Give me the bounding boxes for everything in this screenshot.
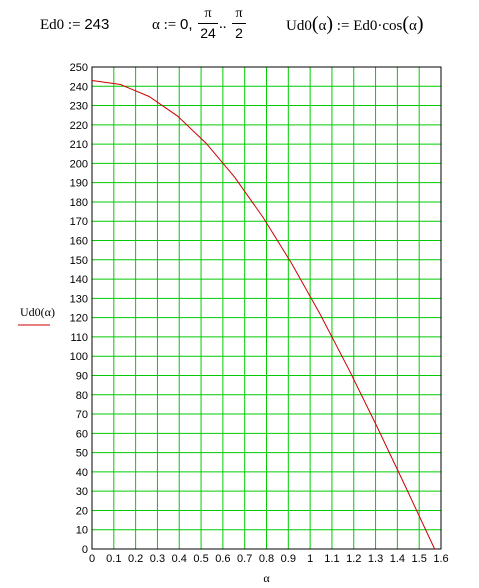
x-tick-label: 0.3: [150, 553, 165, 565]
ud0-name: Ud0: [286, 18, 312, 34]
y-tick-label: 60: [76, 428, 88, 440]
series-line-ud0: [91, 80, 436, 550]
y-tick-label: 160: [70, 236, 88, 248]
y-tick-label: 50: [76, 448, 88, 460]
x-tick-label: 0.7: [237, 553, 252, 565]
y-tick-label: 190: [70, 178, 88, 190]
ud0-definition: Ud0(α) := Ed0·cos(α): [286, 13, 424, 35]
x-tick-label: 1.1: [324, 553, 339, 565]
step-numerator: π: [204, 6, 212, 21]
x-tick-label: 1.3: [368, 553, 383, 565]
y-tick-label: 220: [70, 120, 88, 132]
assign-operator: :=: [163, 17, 177, 33]
alpha-start: 0,: [180, 16, 193, 33]
y-tick-label: 200: [70, 158, 88, 170]
assign-operator: :=: [336, 18, 350, 34]
y-tick-labels: 0 10 20 30 40 50 60 70 80 90 100 110 120 130 140 150 160…: [70, 62, 88, 556]
end-numerator: π: [235, 6, 243, 21]
x-tick-label: 0.8: [259, 553, 274, 565]
ed0-definition: Ed0 := 243: [40, 16, 109, 34]
y-tick-label: 90: [76, 370, 88, 382]
y-tick-label: 180: [70, 197, 88, 209]
step-denominator: 24: [200, 25, 216, 41]
x-tick-label: 1.6: [433, 553, 448, 565]
y-tick-label: 0: [82, 544, 88, 556]
y-tick-label: 10: [76, 525, 88, 537]
x-axis-label: α: [263, 571, 270, 585]
x-tick-label: 1.2: [346, 553, 361, 565]
ed0-value: 243: [84, 16, 110, 33]
end-fraction: π 2: [232, 6, 246, 41]
ud0-argument: α: [318, 18, 327, 34]
series-group: [91, 80, 436, 550]
y-tick-label: 30: [76, 486, 88, 498]
assign-operator: :=: [67, 17, 81, 33]
y-tick-label: 40: [76, 467, 88, 479]
alpha-range-definition: α := 0,: [152, 16, 193, 34]
x-tick-label: 0.9: [281, 553, 296, 565]
plot-frame: [91, 66, 442, 550]
y-tick-label: 130: [70, 293, 88, 305]
formula-header: Ed0 := 243 α := 0, π 24 .. π 2 Ud0(α) :=…: [0, 0, 479, 60]
x-tick-label: 0.5: [193, 553, 208, 565]
y-tick-label: 110: [70, 332, 88, 344]
y-tick-label: 210: [70, 139, 88, 151]
y-axis-label: Ud0(α): [20, 305, 55, 319]
y-tick-label: 120: [70, 313, 88, 325]
y-tick-label: 20: [76, 505, 88, 517]
x-tick-label: 0: [89, 553, 95, 565]
y-tick-label: 250: [70, 62, 88, 74]
ud0-expression-argument: α: [409, 18, 417, 34]
y-tick-label: 80: [76, 390, 88, 402]
x-tick-label: 1.5: [412, 553, 427, 565]
y-tick-label: 170: [70, 216, 88, 228]
x-tick-label: 0.1: [106, 553, 121, 565]
x-tick-label: 0.2: [128, 553, 143, 565]
end-denominator: 2: [235, 25, 243, 41]
step-fraction: π 24: [198, 6, 218, 41]
range-dots: ..: [219, 16, 227, 32]
x-tick-label: 0.4: [172, 553, 187, 565]
ed0-name: Ed0: [40, 17, 65, 33]
alpha-name: α: [152, 17, 160, 33]
x-tick-label: 0.6: [215, 553, 230, 565]
x-tick-label: 1: [307, 553, 313, 565]
y-tick-label: 230: [70, 101, 88, 113]
y-tick-label: 150: [70, 255, 88, 267]
grid: [91, 66, 442, 550]
y-tick-label: 70: [76, 409, 88, 421]
y-tick-label: 240: [70, 81, 88, 93]
y-tick-label: 100: [70, 351, 88, 363]
x-tick-labels: 0 0.1 0.2 0.3 0.4 0.5 0.6 0.7 0.8 0.9 1 1.1 1.2 1.3 1.…: [89, 553, 449, 565]
ud0-expression: Ed0·cos: [353, 18, 403, 34]
x-tick-label: 1.4: [390, 553, 405, 565]
y-tick-label: 140: [70, 274, 88, 286]
